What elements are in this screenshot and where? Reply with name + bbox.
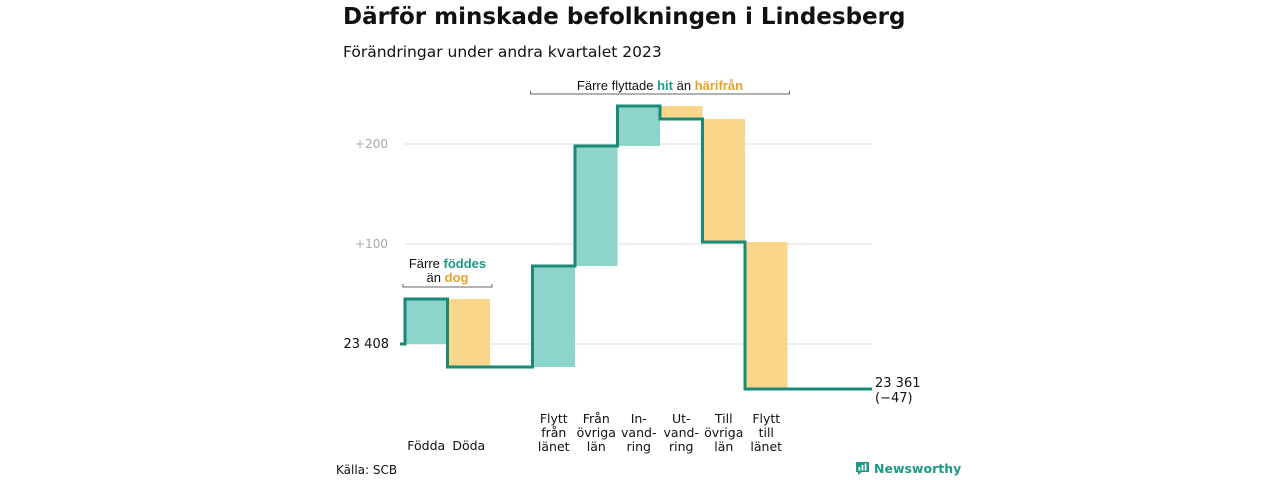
annotation-bracket-1: [530, 91, 790, 95]
annotation-1-seg-0-1: hit: [657, 78, 674, 93]
start-value-label: 23 408: [344, 337, 390, 352]
annotation-0-seg-0-0: Färre: [409, 256, 444, 271]
annotation-1-seg-0-3: härifrån: [695, 78, 743, 93]
annotation-0-seg-0-1: föddes: [444, 256, 487, 271]
annotation-1-seg-0-0: Färre flyttade: [577, 78, 657, 93]
category-labels: Födda DödaFlyttfrånlänetFrånövrigalänIn-v…: [407, 376, 920, 454]
bar-chart-logo-icon: [856, 462, 869, 475]
annotation-0-line-1: än dog: [427, 270, 469, 285]
category-label-7-2: län: [714, 439, 733, 454]
category-label-8-1: till: [759, 425, 774, 440]
category-label-8-0: Flytt: [752, 411, 780, 426]
step-line: [400, 104, 872, 391]
cumulative-step-line: [400, 104, 872, 391]
y-tick-label-1: +100: [355, 237, 388, 251]
brand-name: Newsworthy: [874, 461, 962, 476]
category-label-3-1: från: [541, 425, 566, 440]
brand[interactable]: Newsworthy: [855, 461, 961, 476]
end-value-label: 23 361: [875, 376, 921, 391]
bar-7: [702, 119, 745, 242]
bar-5: [617, 106, 660, 146]
chart-title: Därför minskade befolkningen i Lindesber…: [343, 4, 906, 30]
bar-8: [745, 242, 788, 389]
source-note: Källa: SCB: [336, 463, 398, 477]
category-label-4-1: övriga: [577, 425, 616, 440]
category-label-6-1: vand-: [664, 425, 699, 440]
annotation-bracket-0: [402, 284, 493, 288]
category-label-4-2: län: [587, 439, 606, 454]
category-label-5-0: In-: [631, 411, 647, 426]
annotation-1-line-0: Färre flyttade hit än härifrån: [577, 78, 743, 93]
bar-6: [660, 106, 703, 119]
bar-4: [575, 146, 618, 266]
y-tick-label-0: +200: [355, 137, 388, 151]
annotation-1-seg-0-2: än: [673, 78, 695, 93]
category-label-6-0: Ut-: [672, 411, 691, 426]
annotation-0-seg-1-1: dog: [445, 270, 469, 285]
end-change-label: (−47): [875, 391, 913, 406]
bars: [405, 106, 788, 389]
annotation-0-seg-1-0: än: [427, 270, 445, 285]
category-label-0-0: Födda: [407, 438, 445, 453]
category-label-4-0: Från: [583, 411, 610, 426]
chart-subtitle: Förändringar under andra kvartalet 2023: [343, 43, 662, 61]
bar-1: [447, 299, 490, 367]
category-label-7-0: Till: [714, 411, 733, 426]
category-label-6-2: ring: [669, 439, 693, 454]
category-label-3-0: Flytt: [540, 411, 568, 426]
category-label-5-2: ring: [627, 439, 651, 454]
category-label-3-2: länet: [538, 439, 570, 454]
bar-3: [532, 266, 575, 367]
bar-0: [405, 299, 448, 344]
category-label-7-1: övriga: [704, 425, 743, 440]
annotation-0-line-0: Färre föddes: [409, 256, 486, 271]
category-label-5-1: vand-: [621, 425, 656, 440]
category-label-1-0: Döda: [452, 438, 485, 453]
category-label-8-2: länet: [750, 439, 782, 454]
